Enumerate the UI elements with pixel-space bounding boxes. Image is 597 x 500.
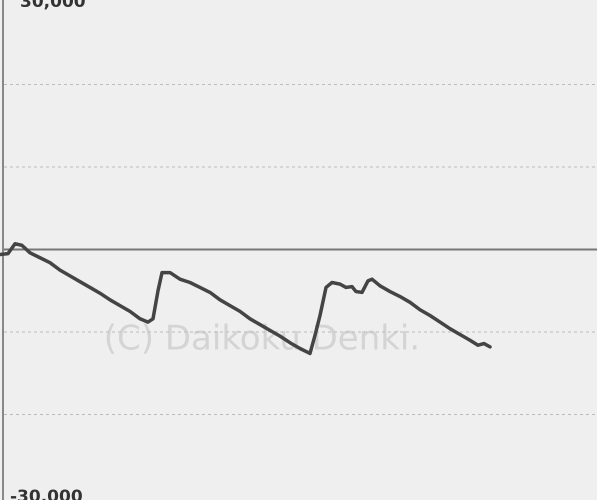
y-tick-label: -30,000	[10, 487, 83, 500]
y-tick-label: 30,000	[20, 0, 86, 12]
line-series	[0, 241, 492, 356]
